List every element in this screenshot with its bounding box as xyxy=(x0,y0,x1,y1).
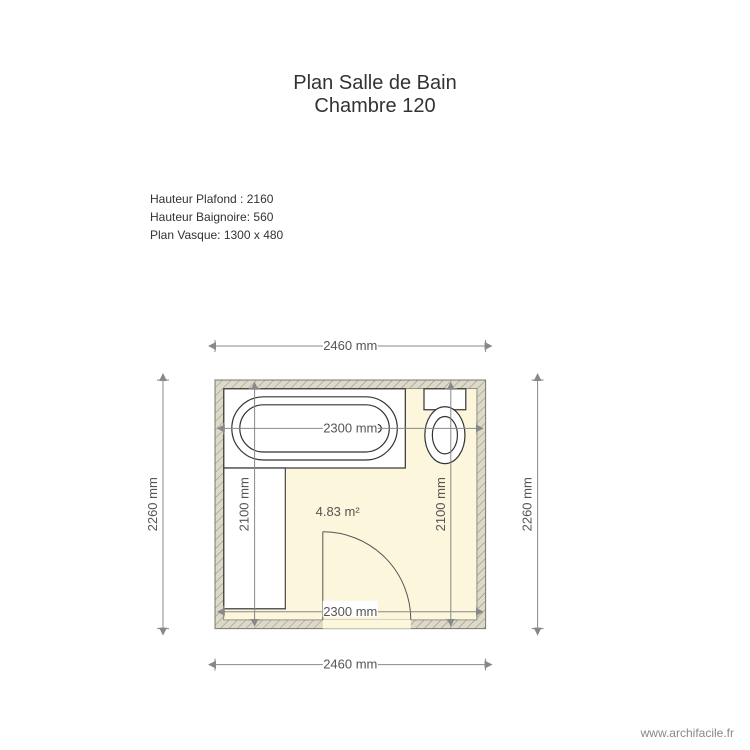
area-label: 4.83 m² xyxy=(316,504,361,519)
dim-inner-width-top-label: 2300 mm xyxy=(323,420,377,435)
dim-outer-height-right-label: 2260 mm xyxy=(520,477,535,531)
dim-outer-height-left-label: 2260 mm xyxy=(145,477,160,531)
dim-outer-width-top-label: 2460 mm xyxy=(323,338,377,353)
door-opening xyxy=(323,620,411,629)
dim-inner-height-right-label: 2100 mm xyxy=(433,477,448,531)
floor-plan: 4.83 m² 2460 mm 2460 mm 2260 mm 2260 mm 2300 … xyxy=(0,0,750,750)
dim-outer-width-bottom-label: 2460 mm xyxy=(323,657,377,672)
attribution-link[interactable]: www.archifacile.fr xyxy=(641,726,734,740)
dim-inner-height-left-label: 2100 mm xyxy=(237,477,252,531)
dim-inner-width-bottom-label: 2300 mm xyxy=(323,604,377,619)
